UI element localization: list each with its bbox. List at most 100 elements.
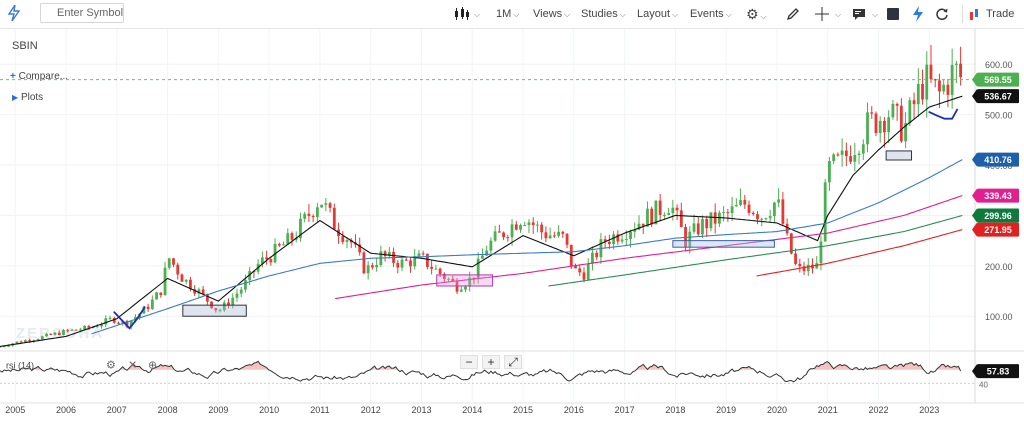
year-tick-label: 2020 (767, 405, 787, 415)
refresh-icon[interactable] (935, 7, 949, 21)
trade-icon (970, 9, 978, 20)
candle-body (823, 182, 827, 242)
candle-body (303, 213, 307, 219)
candle-body (785, 223, 789, 234)
candle-body (866, 112, 869, 145)
interval-dropdown[interactable]: 1M ⌵ (496, 0, 519, 28)
candle-body (925, 64, 929, 100)
candle-body (472, 277, 476, 280)
candle-body (743, 200, 747, 205)
toolbar: ⌵ 1M⌵ Views⌵ Studies⌵ Layout⌵ Events⌵ ⚙⌵… (0, 0, 1024, 29)
candle-body (942, 84, 946, 92)
symbol-search-input[interactable] (40, 3, 124, 23)
rsi-value-arrow (972, 364, 977, 379)
compare-button[interactable]: + Compare... (10, 71, 68, 82)
candle-body (768, 216, 772, 219)
events-menu[interactable]: Events ⌵ (690, 0, 732, 28)
candle-body (421, 253, 425, 255)
insights-lightning-icon[interactable] (913, 6, 923, 22)
candle-body (751, 212, 755, 215)
candle-body (286, 233, 290, 245)
comment-flag-icon[interactable] (852, 8, 866, 20)
layout-label: Layout (637, 8, 671, 20)
price-chart[interactable]: ZERODHA 600.00500.00400.00300.00200.0010… (0, 29, 1024, 430)
draw-pencil-icon[interactable] (786, 7, 800, 21)
trade-button[interactable]: Trade (986, 8, 1015, 20)
settings-gear-icon[interactable]: ⚙ ⌵ (746, 6, 767, 22)
year-tick-label: 2019 (716, 405, 736, 415)
zoom-fit-button[interactable]: ⤢ (504, 355, 522, 369)
symbol-title: SBIN (12, 40, 38, 52)
candle-body (540, 224, 544, 233)
candle-body (332, 207, 336, 230)
candle-body (273, 243, 277, 263)
candle-type-icon[interactable] (454, 7, 470, 21)
candle-body (315, 207, 319, 218)
candle-body (430, 266, 434, 269)
crosshair-icon[interactable] (815, 7, 829, 21)
candle-body (383, 251, 387, 257)
price-label-tag: 299.96 (972, 208, 1019, 223)
price-label-text: 299.96 (984, 211, 1012, 221)
layout-menu[interactable]: Layout ⌵ (637, 0, 678, 28)
rsi-settings-icon[interactable]: ⚙ (106, 359, 116, 371)
candle-body (730, 206, 734, 214)
candle-body (485, 250, 489, 256)
price-tick-label: 600.00 (985, 60, 1013, 70)
price-label-tag: 569.55 (972, 72, 1019, 87)
rsi-move-icon[interactable]: ⊕ (148, 359, 157, 371)
candle-body (104, 318, 108, 325)
year-tick-label: 2006 (56, 405, 76, 415)
price-tick-label: 500.00 (985, 111, 1013, 121)
candle-body (747, 204, 751, 213)
ma-red-line (756, 229, 963, 277)
candle-body (887, 117, 891, 133)
candle-body (574, 265, 577, 269)
year-tick-label: 2015 (513, 405, 533, 415)
candle-body (459, 289, 463, 292)
candle-body (502, 232, 505, 238)
candle-body (45, 333, 48, 337)
zoom-in-button[interactable]: + (482, 355, 500, 369)
candle-body (150, 299, 154, 310)
plots-toggle[interactable]: ▶ Plots (12, 92, 43, 103)
rsi-close-icon[interactable]: ✕ (128, 359, 137, 371)
candle-body (396, 262, 400, 268)
comment-chevron-icon[interactable]: ⌵ (872, 10, 879, 19)
toolbar-divider (962, 5, 963, 23)
candle-body (811, 264, 814, 269)
ma-green-line (548, 214, 963, 287)
candle-body (878, 120, 882, 133)
crosshair-chevron-icon[interactable]: ⌵ (835, 10, 842, 19)
year-tick-label: 2005 (5, 405, 25, 415)
candle-body (481, 255, 484, 259)
price-label-text: 536.67 (984, 92, 1012, 102)
candle-body (155, 292, 158, 300)
hand-drawn-mark (928, 108, 959, 120)
candle-body (904, 122, 907, 142)
chart-type-chevron-icon[interactable]: ⌵ (474, 10, 481, 19)
year-tick-label: 2021 (818, 405, 838, 415)
views-label: Views (533, 8, 563, 20)
lightning-logo-icon[interactable] (8, 5, 20, 21)
price-label-arrow (972, 72, 977, 87)
price-label-bg (977, 208, 1019, 223)
candle-body (87, 325, 91, 328)
chart-area[interactable]: ZERODHA 600.00500.00400.00300.00200.0010… (0, 29, 1024, 430)
candle-body (387, 251, 391, 257)
candle-body (523, 225, 527, 227)
data-window-icon[interactable] (887, 8, 899, 20)
candle-body (15, 341, 19, 344)
price-label-text: 410.76 (984, 155, 1012, 165)
candle-body (79, 329, 82, 331)
candle-body (891, 103, 895, 118)
candle-body (658, 200, 662, 215)
candle-body (954, 63, 958, 65)
candle-body (66, 330, 70, 332)
candle-body (806, 264, 810, 272)
candle-body (612, 234, 616, 245)
studies-menu[interactable]: Studies ⌵ (581, 0, 626, 28)
candle-body (667, 213, 671, 215)
views-menu[interactable]: Views ⌵ (533, 0, 570, 28)
zoom-out-button[interactable]: − (460, 355, 478, 369)
